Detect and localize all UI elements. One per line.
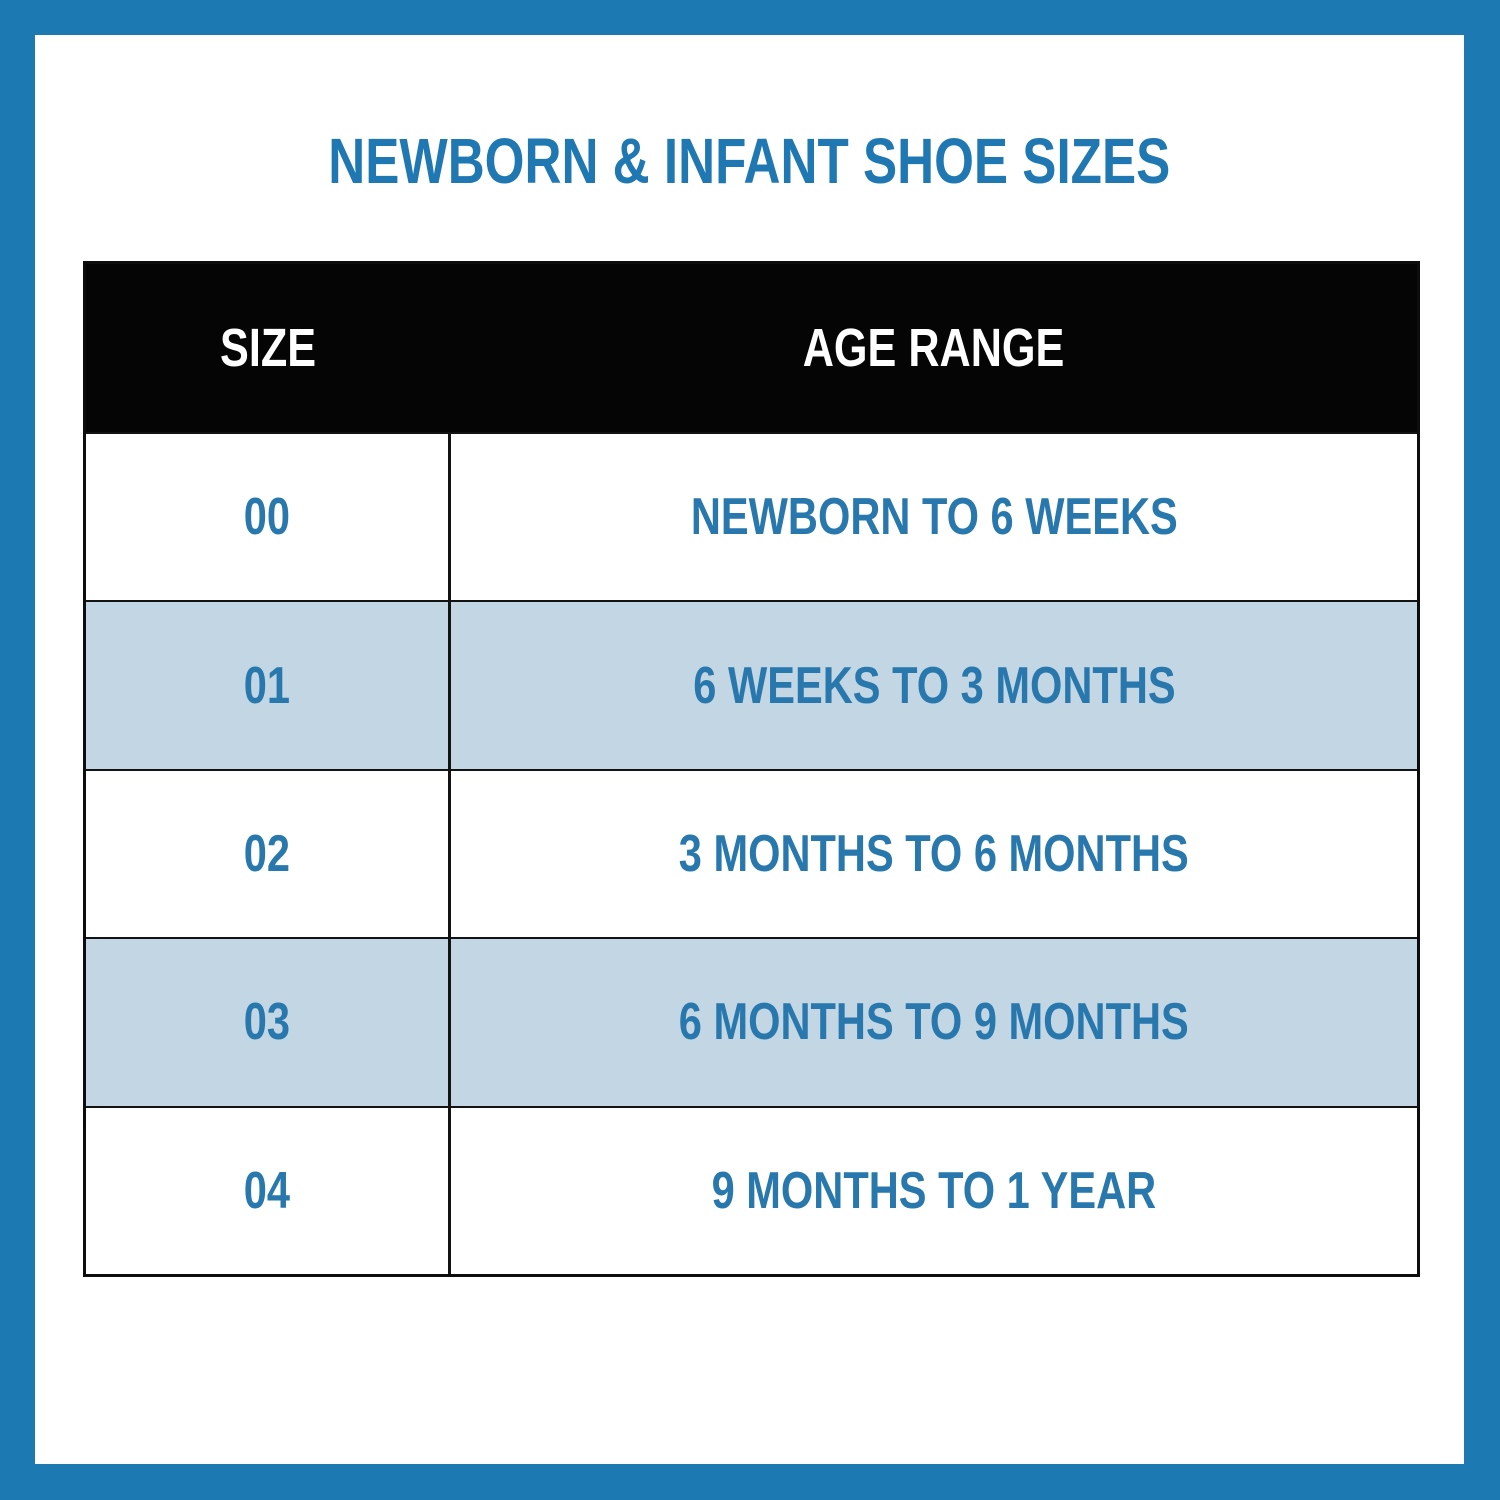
age-range-value: 6 MONTHS TO 9 MONTHS [678, 993, 1190, 1052]
page-title-text: NEWBORN & INFANT SHOE SIZES [328, 125, 1171, 197]
table-row: 00 NEWBORN TO 6 WEEKS [86, 432, 1417, 601]
age-range-cell: 6 MONTHS TO 9 MONTHS [451, 939, 1417, 1105]
age-range-cell: 6 WEEKS TO 3 MONTHS [451, 602, 1417, 768]
size-value: 03 [243, 993, 291, 1052]
age-range-cell: NEWBORN TO 6 WEEKS [451, 434, 1417, 600]
table-row: 01 6 WEEKS TO 3 MONTHS [86, 600, 1417, 769]
header-cell-size: SIZE [86, 264, 451, 432]
content-area: NEWBORN & INFANT SHOE SIZES SIZE AGE RAN… [35, 35, 1464, 1464]
table-row: 02 3 MONTHS TO 6 MONTHS [86, 768, 1417, 938]
page-title: NEWBORN & INFANT SHOE SIZES [35, 35, 1464, 287]
table-header-row: SIZE AGE RANGE [86, 264, 1417, 432]
size-cell: 02 [86, 770, 451, 938]
size-chart-table: SIZE AGE RANGE 00 NEWBORN TO 6 WEEKS 01 [83, 261, 1420, 1277]
size-cell: 00 [86, 434, 451, 601]
size-cell: 01 [86, 602, 451, 769]
age-range-cell: 3 MONTHS TO 6 MONTHS [451, 771, 1417, 937]
age-range-value: NEWBORN TO 6 WEEKS [690, 488, 1178, 547]
header-size-label: SIZE [220, 318, 317, 378]
table-row: 03 6 MONTHS TO 9 MONTHS [86, 937, 1417, 1106]
size-cell: 04 [86, 1107, 451, 1275]
age-range-value: 9 MONTHS TO 1 YEAR [711, 1161, 1157, 1220]
size-cell: 03 [86, 939, 451, 1106]
size-value: 01 [243, 656, 291, 715]
age-range-value: 3 MONTHS TO 6 MONTHS [678, 825, 1190, 884]
header-age-range-label: AGE RANGE [803, 318, 1065, 378]
header-cell-age-range: AGE RANGE [451, 264, 1417, 432]
size-value: 04 [243, 1161, 291, 1220]
age-range-value: 6 WEEKS TO 3 MONTHS [692, 656, 1176, 715]
size-value: 02 [243, 825, 291, 884]
table-row: 04 9 MONTHS TO 1 YEAR [86, 1105, 1417, 1275]
age-range-cell: 9 MONTHS TO 1 YEAR [451, 1108, 1417, 1274]
size-value: 00 [243, 488, 291, 547]
